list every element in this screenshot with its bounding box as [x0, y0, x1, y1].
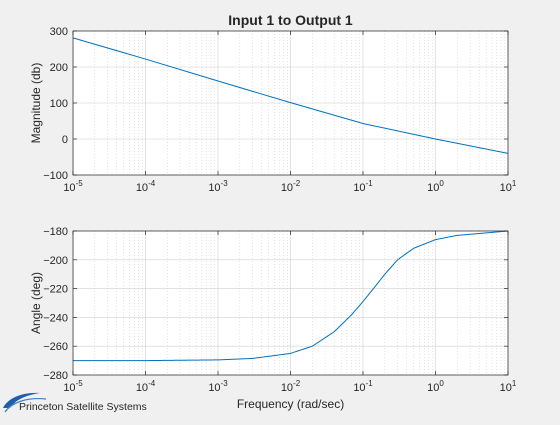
phase-xtick-label: 10-4 — [136, 379, 156, 394]
phase-ytick-label: −180 — [43, 226, 68, 238]
magnitude-series-line — [72, 37, 509, 154]
magnitude-xtick-label: 100 — [427, 179, 444, 194]
phase-ytick-label: −260 — [43, 341, 68, 353]
phase-series-line — [73, 230, 509, 362]
magnitude-xtick-label: 101 — [500, 179, 517, 194]
pss-logo-orbit — [4, 397, 47, 413]
pss-logo-text: Princeton Satellite Systems — [19, 401, 147, 413]
phase-ytick-label: −200 — [43, 255, 68, 267]
magnitude-xtick-label: 10-1 — [353, 179, 373, 194]
phase-ytick-label: −280 — [43, 370, 68, 382]
magnitude-axes: 10-5 10-4 10-3 10-2 10-1 100 101 −100 0 100 200 300… — [29, 12, 517, 194]
phase-series — [73, 230, 509, 362]
pss-logo: Princeton Satellite Systems — [3, 392, 147, 413]
magnitude-title: Input 1 to Output 1 — [228, 12, 353, 28]
magnitude-xtick-label: 10-5 — [63, 179, 83, 194]
magnitude-ytick-label: 0 — [62, 134, 68, 146]
magnitude-ylabel: Magnitude (db) — [29, 63, 43, 144]
pss-logo-swoosh — [3, 392, 40, 408]
phase-ticks: 10-5 10-4 10-3 10-2 10-1 100 101 −280 −260 −240 −2… — [43, 226, 517, 394]
magnitude-ytick-label: 200 — [50, 62, 68, 74]
phase-grid — [72, 230, 509, 376]
phase-ytick-label: −240 — [43, 312, 68, 324]
phase-xtick-label: 10-1 — [353, 379, 373, 394]
magnitude-xtick-label: 10-2 — [281, 179, 301, 194]
magnitude-ytick-label: −100 — [43, 170, 68, 182]
magnitude-ytick-label: 300 — [50, 26, 68, 38]
phase-xtick-label: 100 — [427, 379, 444, 394]
phase-xtick-label: 10-3 — [208, 379, 228, 394]
magnitude-ytick-label: 100 — [50, 98, 68, 110]
phase-xtick-label: 101 — [500, 379, 517, 394]
phase-ytick-label: −220 — [43, 284, 68, 296]
phase-axes: 10-5 10-4 10-3 10-2 10-1 100 101 −280 −260 −240 −2… — [29, 226, 517, 411]
magnitude-xtick-label: 10-4 — [136, 179, 156, 194]
phase-xtick-label: 10-2 — [281, 379, 301, 394]
magnitude-ticks: 10-5 10-4 10-3 10-2 10-1 100 101 −100 0 100 200 300 — [43, 26, 517, 194]
phase-xlabel: Frequency (rad/sec) — [237, 397, 344, 411]
magnitude-xtick-label: 10-3 — [208, 179, 228, 194]
phase-xtick-label: 10-5 — [63, 379, 83, 394]
phase-ylabel: Angle (deg) — [29, 272, 43, 334]
magnitude-series — [72, 37, 509, 154]
